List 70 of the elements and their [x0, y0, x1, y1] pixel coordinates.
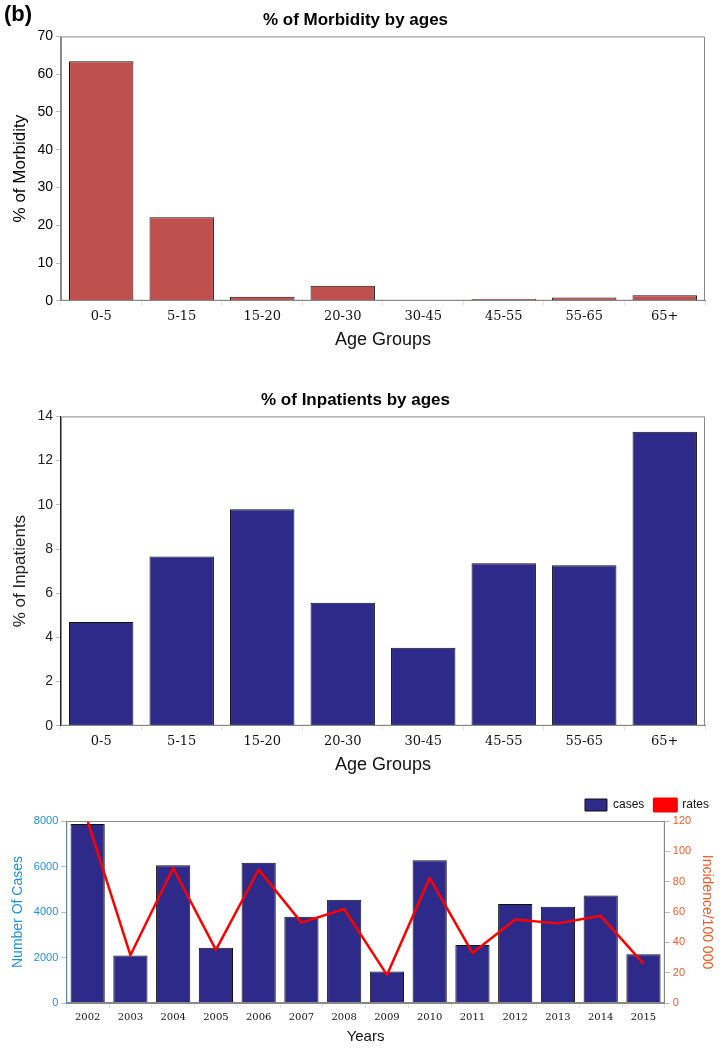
x-axis-title: Age Groups — [334, 754, 432, 775]
y-tick-label: 30 — [37, 178, 54, 195]
y-tick-label: 2000 — [33, 950, 59, 963]
x-tick-label: 15-20 — [243, 307, 281, 323]
x-tick-label: 2004 — [160, 1010, 186, 1022]
y2-tick-label: 120 — [672, 814, 692, 827]
x-tick-label: 2002 — [74, 1010, 101, 1022]
x-tick-label: 45-55 — [485, 732, 523, 748]
x-tick-label: 15-20 — [243, 732, 281, 748]
x-tick-label: 2003 — [117, 1010, 144, 1022]
x-tick-label: 2010 — [416, 1010, 443, 1022]
y2-tick-label: 100 — [672, 844, 692, 857]
x-tick-label: 2008 — [331, 1010, 357, 1022]
chart-title: % of Inpatients by ages — [261, 389, 450, 409]
legend-label: rates — [682, 797, 710, 812]
x-tick-label: 30-45 — [404, 732, 442, 748]
y-axis-title: % of Morbidity — [9, 114, 29, 223]
y-tick-label: 4000 — [33, 905, 59, 918]
x-tick-label: 2015 — [630, 1010, 657, 1022]
y-tick-label: 10 — [37, 253, 54, 270]
y2-tick-label: 40 — [672, 935, 686, 948]
y2-tick-label: 0 — [672, 996, 679, 1009]
x-tick-label: 2006 — [245, 1010, 272, 1022]
x-tick-label: 0-5 — [90, 307, 112, 323]
y-tick-label: 2 — [45, 672, 54, 689]
y-tick-label: 0 — [45, 291, 54, 308]
y-tick-label: 0 — [52, 996, 59, 1009]
y-tick-label: 50 — [37, 102, 54, 119]
x-tick-label: 5-15 — [167, 732, 197, 748]
x-tick-label: 55-65 — [565, 307, 603, 323]
legend-label: cases — [612, 797, 645, 812]
x-axis-title: Years — [346, 1027, 385, 1045]
x-tick-label: 20-30 — [323, 732, 362, 748]
x-tick-label: 65+ — [651, 732, 679, 748]
y-tick-label: 4 — [45, 628, 54, 645]
x-tick-label: 20-30 — [323, 307, 362, 323]
text: (b) — [4, 1, 33, 27]
y-axis-title: Number Of Cases — [9, 855, 26, 969]
x-tick-label: 45-55 — [485, 307, 523, 323]
x-tick-label: 2012 — [502, 1010, 528, 1022]
y2-tick-label: 20 — [672, 965, 686, 978]
x-tick-label: 0-5 — [90, 732, 112, 748]
y-tick-label: 10 — [37, 495, 54, 512]
y-axis-title: % of Inpatients — [9, 514, 29, 628]
x-tick-label: 30-45 — [404, 307, 442, 323]
y-tick-label: 14 — [37, 407, 54, 424]
x-tick-label: 2014 — [587, 1010, 614, 1022]
y-tick-label: 12 — [37, 451, 54, 468]
y-tick-label: 70 — [37, 27, 54, 44]
y-tick-label: 60 — [37, 65, 54, 82]
y2-axis-title: Incidence/100 000 — [699, 854, 716, 970]
x-tick-label: 2013 — [545, 1010, 571, 1022]
y-tick-label: 20 — [37, 216, 54, 233]
y-tick-label: 8000 — [33, 814, 59, 827]
y-tick-label: 0 — [45, 716, 54, 733]
x-tick-label: 2009 — [374, 1010, 400, 1022]
x-tick-label: 55-65 — [565, 732, 603, 748]
x-axis-title: Age Groups — [334, 329, 432, 350]
y-tick-label: 6000 — [33, 859, 59, 872]
x-tick-label: 65+ — [651, 307, 679, 323]
x-tick-label: 2011 — [459, 1010, 486, 1022]
x-tick-label: 5-15 — [167, 307, 197, 323]
y-tick-label: 40 — [37, 140, 54, 157]
x-tick-label: 2005 — [203, 1010, 229, 1022]
x-tick-label: 2007 — [288, 1010, 315, 1022]
chart-title: % of Morbidity by ages — [262, 9, 449, 29]
y-tick-label: 6 — [45, 584, 54, 601]
y2-tick-label: 60 — [672, 905, 686, 918]
y2-tick-label: 80 — [672, 874, 686, 887]
y-tick-label: 8 — [45, 539, 54, 556]
